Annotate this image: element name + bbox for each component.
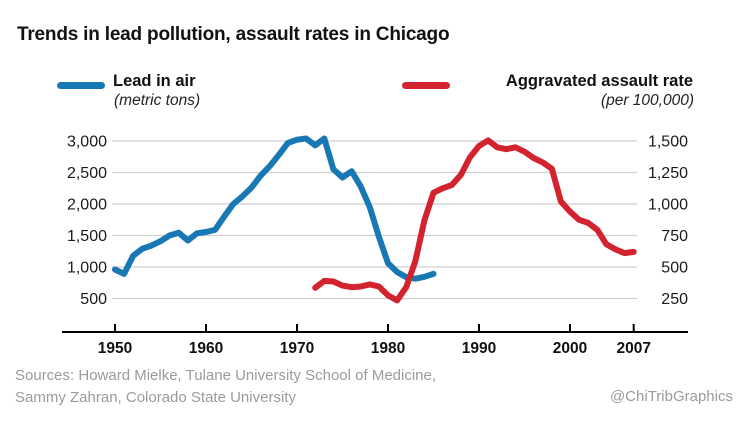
x-axis-tick-label: 1980 — [371, 340, 405, 357]
legend-label-assault: Aggravated assault rate — [505, 72, 693, 90]
right-axis-tick-label: 500 — [661, 260, 688, 277]
left-axis-tick-label: 500 — [80, 291, 107, 308]
x-axis-tick-label: 1960 — [189, 340, 223, 357]
right-axis-tick-label: 250 — [661, 291, 688, 308]
source-credit: Sources: Howard Mielke, Tulane Universit… — [15, 365, 436, 409]
x-axis-tick-label: 1970 — [280, 340, 314, 357]
series-line-lead-in-air — [112, 135, 437, 282]
legend-unit-assault: (per 100,000) — [600, 92, 694, 109]
right-axis-tick-label: 750 — [661, 228, 688, 245]
legend-unit-lead: (metric tons) — [114, 92, 201, 109]
source-line-1: Sources: Howard Mielke, Tulane Universit… — [15, 367, 437, 384]
legend-label-lead: Lead in air — [113, 72, 196, 90]
right-axis-tick-label: 1,500 — [648, 134, 688, 151]
source-line-2: Sammy Zahran, Colorado State University — [15, 389, 296, 406]
x-axis-tick-label: 1990 — [462, 340, 496, 357]
left-axis-tick-label: 2,500 — [67, 165, 107, 182]
left-axis-tick-label: 1,500 — [67, 228, 107, 245]
legend-swatch-assault-line — [402, 82, 450, 89]
left-axis-tick-label: 2,000 — [67, 197, 107, 214]
chart-title: Trends in lead pollution, assault rates … — [17, 24, 450, 45]
left-axis-tick-label: 3,000 — [67, 134, 107, 151]
right-axis-tick-label: 1,000 — [648, 197, 688, 214]
twitter-handle: @ChiTribGraphics — [609, 388, 733, 405]
x-axis-tick-label: 2007 — [616, 340, 650, 357]
left-axis-tick-label: 1,000 — [67, 260, 107, 277]
right-axis-tick-label: 1,250 — [648, 165, 688, 182]
x-axis-tick-label: 1950 — [98, 340, 132, 357]
series-line-aggravated-assault-rate — [312, 137, 637, 304]
legend-swatch-lead-line — [57, 82, 105, 89]
x-axis-tick-label: 2000 — [553, 340, 587, 357]
